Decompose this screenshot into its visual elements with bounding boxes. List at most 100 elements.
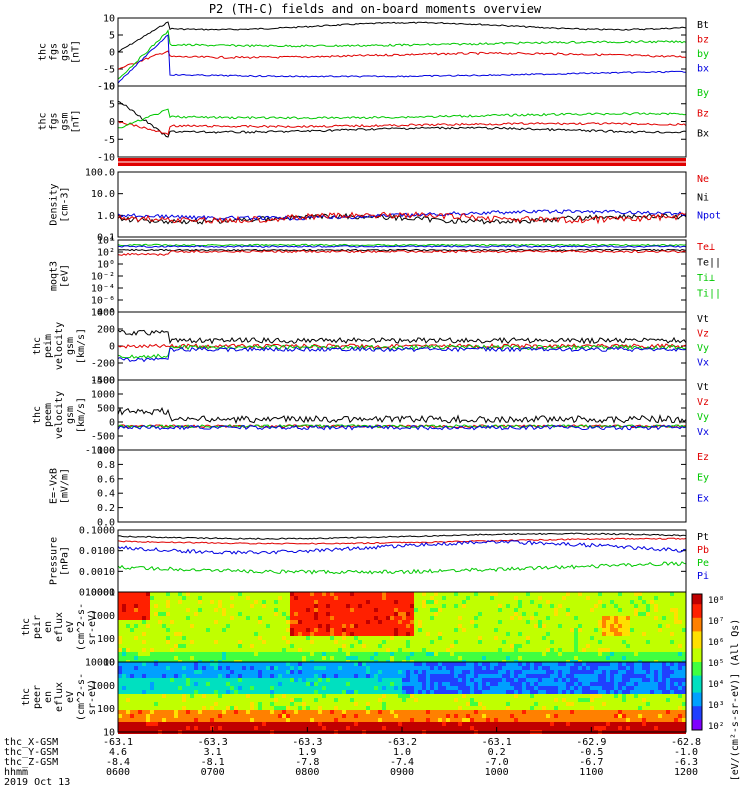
spec-cell xyxy=(426,644,430,648)
spec-cell xyxy=(502,714,506,718)
spec-cell xyxy=(502,686,506,690)
spec-cell xyxy=(258,652,262,656)
spec-cell xyxy=(562,726,566,730)
spec-cell xyxy=(246,666,250,670)
spec-cell xyxy=(198,722,202,726)
spec-cell xyxy=(446,612,450,616)
spec-cell xyxy=(354,694,358,698)
spec-cell xyxy=(510,674,514,678)
spec-cell xyxy=(434,592,438,596)
spec-cell xyxy=(130,656,134,660)
spec-cell xyxy=(122,722,126,726)
spec-cell xyxy=(378,592,382,596)
spec-cell xyxy=(538,662,542,666)
spec-cell xyxy=(550,662,554,666)
spec-cell xyxy=(614,608,618,612)
spec-cell xyxy=(386,592,390,596)
spec-cell xyxy=(538,718,542,722)
spec-cell xyxy=(198,624,202,628)
spec-cell xyxy=(214,620,218,624)
spec-cell xyxy=(286,596,290,600)
spec-cell xyxy=(390,596,394,600)
spec-cell xyxy=(562,592,566,596)
legend-Pe: Pe xyxy=(697,558,709,569)
spec-cell xyxy=(530,690,534,694)
spec-cell xyxy=(254,636,258,640)
spec-cell xyxy=(234,604,238,608)
spec-cell xyxy=(210,652,214,656)
panel-ylabel: thcfgsgsm[nT] xyxy=(38,109,82,133)
spec-cell xyxy=(442,652,446,656)
spec-cell xyxy=(278,670,282,674)
spec-cell xyxy=(378,666,382,670)
spec-cell xyxy=(222,670,226,674)
spec-cell xyxy=(586,636,590,640)
spec-cell xyxy=(238,608,242,612)
spec-cell xyxy=(638,640,642,644)
spec-cell xyxy=(294,710,298,714)
spec-cell xyxy=(182,662,186,666)
spec-cell xyxy=(578,620,582,624)
spec-cell xyxy=(158,620,162,624)
spec-cell xyxy=(674,624,678,628)
spec-cell xyxy=(562,648,566,652)
spec-cell xyxy=(318,652,322,656)
spec-cell xyxy=(194,648,198,652)
spec-cell xyxy=(214,648,218,652)
spec-cell xyxy=(170,620,174,624)
spec-cell xyxy=(162,718,166,722)
spec-cell xyxy=(174,592,178,596)
spec-cell xyxy=(122,656,126,660)
spec-cell xyxy=(606,592,610,596)
spec-cell xyxy=(582,698,586,702)
spec-cell xyxy=(122,632,126,636)
spec-cell xyxy=(350,656,354,660)
spec-cell xyxy=(386,648,390,652)
spec-cell xyxy=(390,698,394,702)
spec-cell xyxy=(242,722,246,726)
spec-cell xyxy=(218,652,222,656)
spec-cell xyxy=(266,600,270,604)
spec-cell xyxy=(174,652,178,656)
spec-cell xyxy=(550,596,554,600)
spec-cell xyxy=(218,628,222,632)
spec-cell xyxy=(178,648,182,652)
y-tick-label: 1.0 xyxy=(97,446,115,457)
spec-cell xyxy=(610,608,614,612)
spec-cell xyxy=(622,652,626,656)
spec-cell xyxy=(170,702,174,706)
spec-cell xyxy=(594,666,598,670)
spec-cell xyxy=(602,592,606,596)
spec-cell xyxy=(350,644,354,648)
spec-cell xyxy=(358,706,362,710)
spec-cell xyxy=(562,674,566,678)
spec-cell xyxy=(378,656,382,660)
spec-cell xyxy=(350,640,354,644)
spec-cell xyxy=(178,694,182,698)
spec-cell xyxy=(474,682,478,686)
spec-cell xyxy=(402,690,406,694)
spec-cell xyxy=(314,648,318,652)
spec-cell xyxy=(638,592,642,596)
spec-cell xyxy=(642,656,646,660)
spec-cell xyxy=(378,628,382,632)
spec-cell xyxy=(506,632,510,636)
spec-cell xyxy=(410,686,414,690)
spec-cell xyxy=(646,592,650,596)
spec-cell xyxy=(194,718,198,722)
spec-cell xyxy=(478,726,482,730)
spec-cell xyxy=(378,690,382,694)
spec-cell xyxy=(338,600,342,604)
spec-cell xyxy=(498,608,502,612)
spec-cell xyxy=(326,648,330,652)
spec-cell xyxy=(598,648,602,652)
spec-cell xyxy=(162,682,166,686)
spec-cell xyxy=(182,686,186,690)
spec-cell xyxy=(274,726,278,730)
spec-cell xyxy=(398,686,402,690)
spec-cell xyxy=(130,612,134,616)
spec-cell xyxy=(514,644,518,648)
spec-cell xyxy=(438,612,442,616)
spec-cell xyxy=(194,600,198,604)
spec-cell xyxy=(382,674,386,678)
